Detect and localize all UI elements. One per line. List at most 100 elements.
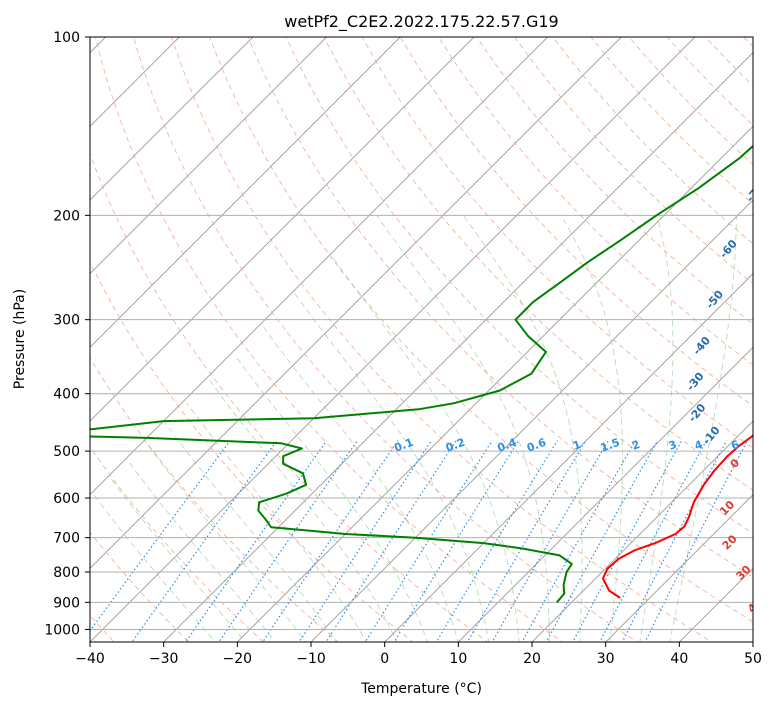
- plot-frame: [89, 36, 754, 643]
- moist-adiabat-line: [92, 493, 216, 642]
- y-tick-label: 400: [53, 387, 80, 403]
- mixing-ratio-label: 3: [667, 438, 679, 453]
- isotherm-line: [678, 567, 753, 642]
- moist-adiabat-line: [462, 215, 583, 642]
- mixing-ratio-line: [521, 440, 637, 642]
- mixing-ratio-label: 1: [571, 438, 583, 453]
- x-tick-label: −20: [223, 651, 253, 667]
- moist-adiabat-label: 30: [734, 563, 754, 583]
- moist-adiabat-line: [669, 215, 737, 642]
- mixing-ratio-line: [131, 440, 278, 642]
- dry-adiabat-line: [94, 37, 564, 642]
- y-axis-title: Pressure (hPa): [12, 289, 28, 389]
- y-tick-label: 300: [53, 313, 80, 329]
- y-tick-label: 700: [53, 531, 80, 547]
- x-axis: −40 −30 −20 −10 0 10 20 30 40 50: [75, 642, 762, 667]
- dry-adiabat-line: [90, 261, 414, 642]
- moist-adiabat-line: [260, 323, 459, 642]
- dry-adiabat-line: [666, 37, 753, 126]
- mixing-ratio-label: 8: [759, 438, 771, 453]
- moist-adiabat-label: 10: [717, 498, 737, 518]
- mixing-ratio-line: [572, 440, 683, 642]
- isotherm-line: [90, 37, 696, 642]
- moist-adiabat-line: [234, 355, 428, 642]
- dry-adiabat-line: [171, 37, 713, 642]
- isotherm-line: [0, 10, 59, 654]
- mixing-ratio-line: [621, 440, 728, 642]
- dry-adiabat-line: [90, 356, 339, 642]
- mixing-ratio-label: 4: [693, 438, 705, 453]
- moist-adiabat-line: [126, 458, 276, 642]
- dry-adiabat-label: -70: [744, 181, 767, 205]
- y-tick-label: 800: [53, 565, 80, 581]
- x-tick-label: 0: [380, 651, 389, 667]
- mixing-ratio-line: [218, 440, 358, 642]
- y-tick-label: 900: [53, 595, 80, 611]
- mixing-ratio-label: 0.4: [496, 436, 519, 455]
- dry-adiabat-line: [285, 37, 753, 535]
- mixing-ratio-line: [325, 440, 457, 642]
- x-tick-label: −40: [75, 651, 105, 667]
- dewpoint-profile: [90, 144, 753, 603]
- isotherm-line: [457, 346, 753, 642]
- sounding-profiles: [90, 144, 753, 603]
- dry-adiabat-label: -50: [703, 288, 726, 312]
- dry-adiabat-line: [628, 37, 753, 165]
- mixing-ratio-line: [491, 440, 609, 642]
- mixing-ratio-label: 1.5: [599, 436, 622, 455]
- isotherm-line: [90, 37, 180, 127]
- isobar-lines: [90, 37, 753, 630]
- dry-adiabat-label: -30: [684, 370, 707, 394]
- dry-adiabat-line: [742, 37, 753, 48]
- moist-adiabat-label: 40: [745, 595, 765, 615]
- mixing-ratio-line: [545, 440, 659, 642]
- mixing-ratio-line: [599, 440, 707, 642]
- x-tick-label: 50: [744, 651, 762, 667]
- dry-adiabat-label: -80: [760, 135, 775, 159]
- mixing-ratio-line: [435, 440, 558, 642]
- dry-adiabat-line: [514, 37, 753, 285]
- x-tick-label: 10: [449, 651, 467, 667]
- isotherm-line: [90, 37, 475, 422]
- x-tick-label: 30: [597, 651, 615, 667]
- moist-adiabat-line: [376, 215, 550, 642]
- dry-adiabat-label: -10: [700, 424, 723, 448]
- moist-adiabat-line: [560, 215, 623, 642]
- mixing-ratio-line: [90, 440, 231, 632]
- dry-adiabat-line: [476, 37, 753, 325]
- background-lines: [0, 10, 753, 654]
- isotherm-line: [310, 199, 753, 642]
- temperature-profile: [602, 434, 753, 599]
- isotherm-line: [90, 37, 622, 569]
- dry-adiabat-line: [90, 446, 265, 642]
- x-tick-label: −10: [296, 651, 326, 667]
- dry-adiabat-label: -40: [690, 334, 713, 358]
- moist-adiabat-line: [293, 292, 490, 642]
- x-tick-label: −30: [149, 651, 179, 667]
- y-tick-label: 500: [53, 444, 80, 460]
- moist-adiabat-line: [331, 256, 520, 642]
- dry-adiabat-label: -60: [717, 237, 740, 261]
- isotherm-line: [90, 37, 328, 275]
- dry-adiabat-line: [209, 37, 753, 623]
- isotherm-line: [752, 641, 753, 642]
- x-tick-label: 20: [523, 651, 541, 667]
- isotherm-line: [236, 125, 753, 642]
- moist-adiabat-line: [144, 440, 306, 642]
- y-tick-label: 1000: [44, 622, 80, 638]
- chart-title: wetPf2_C2E2.2022.175.22.57.G19: [284, 12, 558, 32]
- moist-adiabat-label: 20: [720, 532, 740, 552]
- dry-adiabat-line: [437, 37, 753, 366]
- y-tick-label: 600: [53, 491, 80, 507]
- dry-adiabat-line: [361, 37, 753, 449]
- dry-adiabat-line: [399, 37, 753, 407]
- mixing-ratio-label: 0.1: [392, 436, 415, 455]
- moist-adiabat-line: [110, 477, 246, 642]
- isotherm-line: [605, 494, 753, 642]
- isotherm-line: [531, 420, 753, 642]
- moist-adiabat-line: [639, 215, 674, 642]
- dry-adiabat-line: [90, 152, 489, 642]
- mixing-ratio-line: [262, 440, 399, 642]
- isotherm-line: [90, 37, 401, 348]
- x-tick-label: 40: [670, 651, 688, 667]
